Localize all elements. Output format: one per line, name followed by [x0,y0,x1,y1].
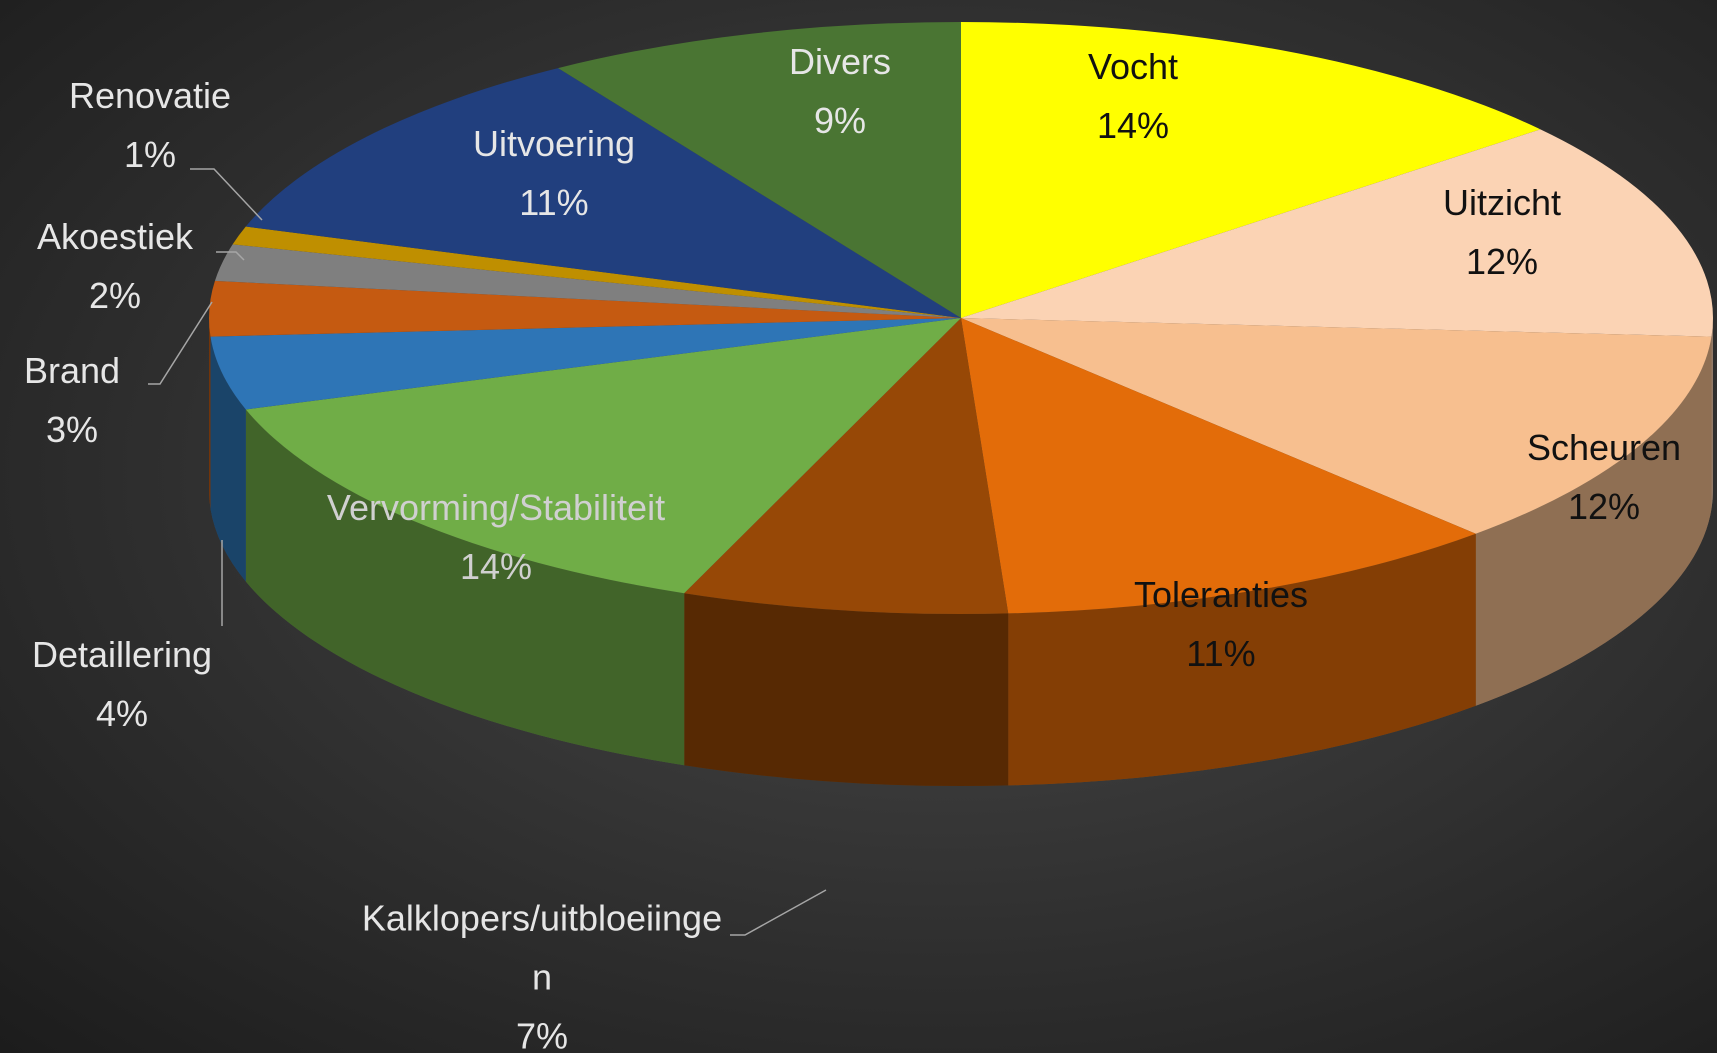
slice-side-shade [210,336,246,582]
slice-side [1008,533,1476,786]
slice-side-group [1008,533,1476,786]
slice-side-shade [209,318,211,509]
slice [245,318,962,594]
slice-side-shade [1475,336,1712,706]
slice [210,318,962,410]
slice-side-shade [1008,533,1476,786]
slice-label: Uitvoering 11% [473,114,635,232]
percent-label: 9% [813,100,867,141]
category-name: Vocht [1087,46,1179,87]
slice-label: Vervorming/Stabiliteit 14% [311,478,681,596]
percent-label: 14% [459,546,533,587]
leader-line [190,168,263,221]
slice [214,244,961,318]
slice-label: Divers 9% [789,32,891,150]
percent-label: 12% [1465,241,1539,282]
slice-side-shade [684,593,1009,786]
slice-side-group [245,409,685,766]
slice-side-group [1711,318,1713,509]
slice-label: Detaillering 4% [32,625,212,743]
percent-label: 4% [95,693,149,734]
slice-label: Toleranties 11% [1134,565,1308,683]
slice-side [1711,318,1713,509]
leader-line [730,889,827,936]
slice [245,68,962,318]
slice-label: Scheuren 12% [1527,418,1681,536]
slice-side-group [210,336,246,582]
category-name: Brand [23,350,121,391]
slice-label: Akoestiek 2% [37,207,193,325]
slice-label: Renovatie 1% [69,66,231,184]
slice-side-group [209,318,211,509]
slice-side [209,318,211,509]
category-name: Uitvoering [472,123,636,164]
slice [961,129,1713,337]
slice-label: Uitzicht 12% [1443,173,1561,291]
slice [961,318,1476,614]
slice-side [245,409,685,766]
category-name: Renovatie [68,75,232,116]
category-name: Vervorming/Stabiliteit [326,487,666,528]
slice-label: Vocht 14% [1088,37,1178,155]
percent-label: 2% [88,275,142,316]
percent-label: 3% [45,409,99,450]
category-name: Uitzicht [1442,182,1562,223]
slice [961,22,1541,318]
slice-side [684,593,1009,786]
category-name: Kalklopers/uitbloeiingen [361,897,723,998]
slice-side-group [684,593,1009,786]
slice-side-shade [245,409,685,766]
slice-side [1475,336,1712,706]
percent-label: 7% [515,1015,569,1053]
slice [961,318,1712,534]
slice-side [210,336,246,582]
percent-label: 1% [123,134,177,175]
leader-line [148,301,213,385]
percent-label: 14% [1096,105,1170,146]
slice [684,318,1009,614]
category-name: Toleranties [1133,574,1309,615]
slice [208,280,961,337]
percent-label: 12% [1567,486,1641,527]
category-name: Divers [788,41,892,82]
category-name: Scheuren [1526,427,1682,468]
percent-label: 11% [1186,633,1256,674]
percent-label: 11% [519,182,589,223]
leader-line [216,251,245,261]
category-name: Detaillering [31,634,213,675]
slice [232,226,961,318]
slice-side-shade [1711,318,1713,509]
category-name: Akoestiek [36,216,194,257]
slice-side-group [1475,336,1712,706]
leader-lines [148,168,827,936]
slice-label: Kalklopers/uitbloeiingen 7% [357,889,727,1053]
slice-label: Brand 3% [24,341,120,459]
slice [558,22,961,318]
